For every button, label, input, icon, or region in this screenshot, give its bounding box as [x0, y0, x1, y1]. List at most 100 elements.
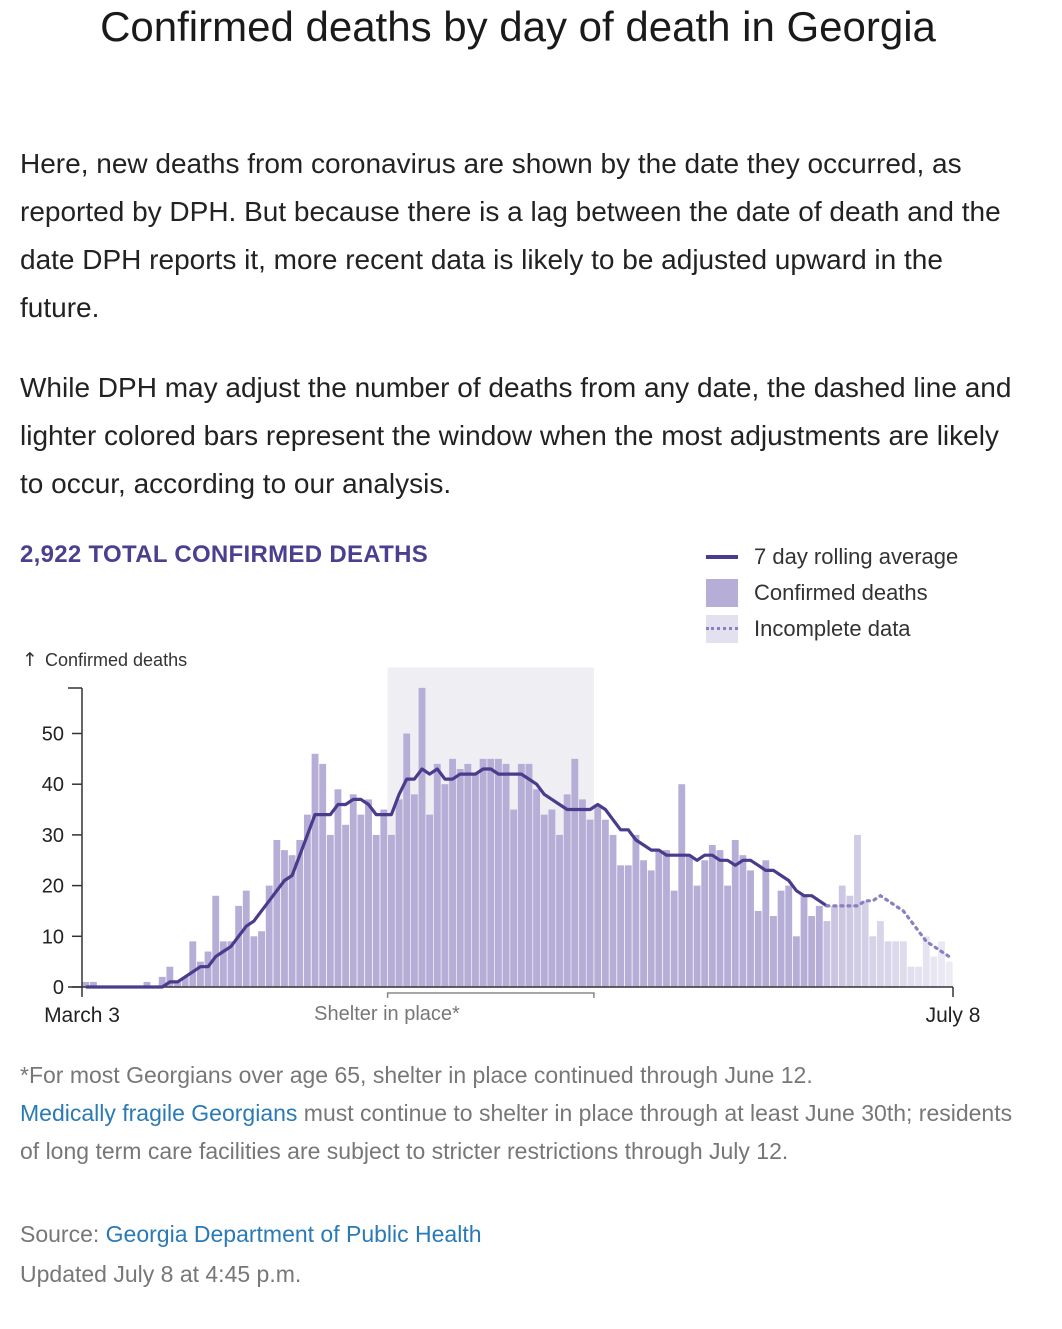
bar-day-72: [632, 834, 640, 987]
bar-day-69: [609, 834, 617, 987]
bar-day-95: [808, 916, 816, 987]
bar-day-31: [319, 763, 327, 987]
y-tick-label-10: 10: [42, 926, 64, 948]
source-label: Source:: [20, 1221, 106, 1247]
bar-day-13: [181, 976, 189, 987]
bar-day-0: [82, 981, 90, 987]
bar-day-15: [197, 961, 204, 987]
bar-day-57: [517, 763, 525, 987]
bar-day-19: [227, 941, 235, 987]
medically-fragile-link[interactable]: Medically fragile Georgians: [20, 1100, 298, 1126]
chart-legend: 7 day rolling average Confirmed deaths I…: [706, 540, 958, 648]
footnote-rest: must continue to shelter in place throug…: [20, 1100, 1013, 1164]
source-line: Source: Georgia Department of Public Hea…: [20, 1215, 1020, 1253]
page-title: Confirmed deaths by day of death in Geor…: [100, 3, 936, 50]
bar-day-86: [739, 855, 747, 987]
bar-day-11: [166, 966, 174, 987]
deaths-chart: 0 10 20 30 40 50 Confirmed deaths ↑ March 3 J…: [22, 649, 980, 1027]
bar-day-22: [250, 936, 258, 987]
source-link[interactable]: Georgia Department of Public Health: [105, 1221, 482, 1247]
bar-day-73: [640, 860, 647, 987]
bar-day-28: [296, 839, 304, 987]
bar-day-63: [563, 794, 571, 987]
bar-day-42: [403, 733, 411, 987]
intro-paragraph: Here, new deaths from coronavirus are sh…: [20, 148, 1001, 323]
total-deaths-label: 2,922 TOTAL CONFIRMED DEATHS: [20, 541, 429, 568]
bar-day-112: [938, 941, 945, 987]
legend-item-rolling: 7 day rolling average: [706, 540, 958, 576]
y-tick-label-0: 0: [53, 977, 64, 999]
bar-day-62: [556, 834, 563, 987]
bar-day-36: [357, 814, 365, 987]
bar-day-32: [326, 834, 334, 987]
bar-day-98: [831, 905, 838, 987]
bar-day-87: [747, 870, 754, 987]
shelter-bracket: [386, 992, 595, 998]
bar-day-43: [410, 794, 418, 987]
bar-day-8: [143, 981, 151, 987]
bar-day-25: [273, 839, 281, 987]
bar-day-84: [724, 885, 732, 987]
bar-day-99: [838, 885, 846, 987]
bar-day-33: [334, 789, 342, 987]
x-start-label: March 3: [44, 1004, 120, 1027]
legend-label-bars: Confirmed deaths: [754, 580, 928, 605]
bar-day-49: [456, 768, 464, 987]
bar-day-81: [701, 860, 709, 987]
footnote: *For most Georgians over age 65, shelter…: [20, 1056, 1020, 1170]
bar-day-111: [930, 956, 938, 987]
bar-day-45: [426, 814, 434, 987]
bar-day-26: [281, 850, 288, 987]
bar-day-17: [212, 895, 220, 987]
bar-day-96: [815, 905, 823, 987]
bar-day-21: [242, 890, 250, 987]
bar-day-70: [617, 865, 625, 987]
bar-day-56: [510, 809, 518, 987]
bar-day-23: [258, 931, 265, 987]
bar-day-97: [823, 921, 831, 987]
bar-day-65: [579, 799, 586, 987]
footnote-line-1: *For most Georgians over age 65, shelter…: [20, 1062, 813, 1088]
bar-day-34: [342, 824, 350, 987]
bar-day-51: [472, 774, 479, 987]
bar-day-14: [189, 941, 197, 987]
bar-day-68: [601, 819, 609, 987]
bar-day-80: [693, 885, 701, 987]
bar-day-46: [433, 763, 441, 987]
bar-day-89: [762, 860, 770, 987]
bars-group: [82, 687, 953, 987]
bar-day-50: [464, 763, 472, 987]
bar-day-74: [647, 870, 655, 987]
bar-day-77: [670, 890, 678, 987]
bar-day-92: [785, 885, 793, 987]
bar-day-55: [502, 763, 510, 987]
bar-day-59: [533, 789, 541, 987]
bar-day-47: [441, 784, 449, 987]
bar-day-40: [388, 834, 395, 987]
bar-day-83: [716, 850, 724, 987]
bar-day-18: [219, 941, 227, 987]
y-tick-label-40: 40: [42, 774, 64, 796]
updated-timestamp: Updated July 8 at 4:45 p.m.: [20, 1261, 302, 1287]
bar-day-41: [395, 799, 403, 987]
bar-day-75: [655, 850, 663, 987]
y-axis-label: Confirmed deaths: [45, 650, 187, 670]
bar-day-107: [899, 941, 907, 987]
bar-day-102: [861, 900, 869, 987]
bar-day-105: [884, 941, 892, 987]
explanation-paragraph: While DPH may adjust the number of death…: [20, 372, 1012, 499]
legend-label-incomplete: Incomplete data: [754, 616, 911, 641]
bar-day-12: [174, 981, 181, 987]
bar-day-106: [892, 941, 900, 987]
y-tick-label-30: 30: [42, 825, 64, 847]
bar-day-82: [708, 845, 716, 987]
bar-day-10: [158, 976, 166, 987]
bar-day-38: [372, 834, 380, 987]
bar-day-91: [777, 890, 785, 987]
line-swatch-icon: [706, 555, 738, 559]
bar-day-27: [288, 855, 296, 987]
bar-day-16: [204, 951, 212, 987]
legend-item-bars: Confirmed deaths: [706, 576, 958, 612]
bar-day-104: [876, 921, 884, 987]
bar-day-103: [869, 936, 877, 987]
